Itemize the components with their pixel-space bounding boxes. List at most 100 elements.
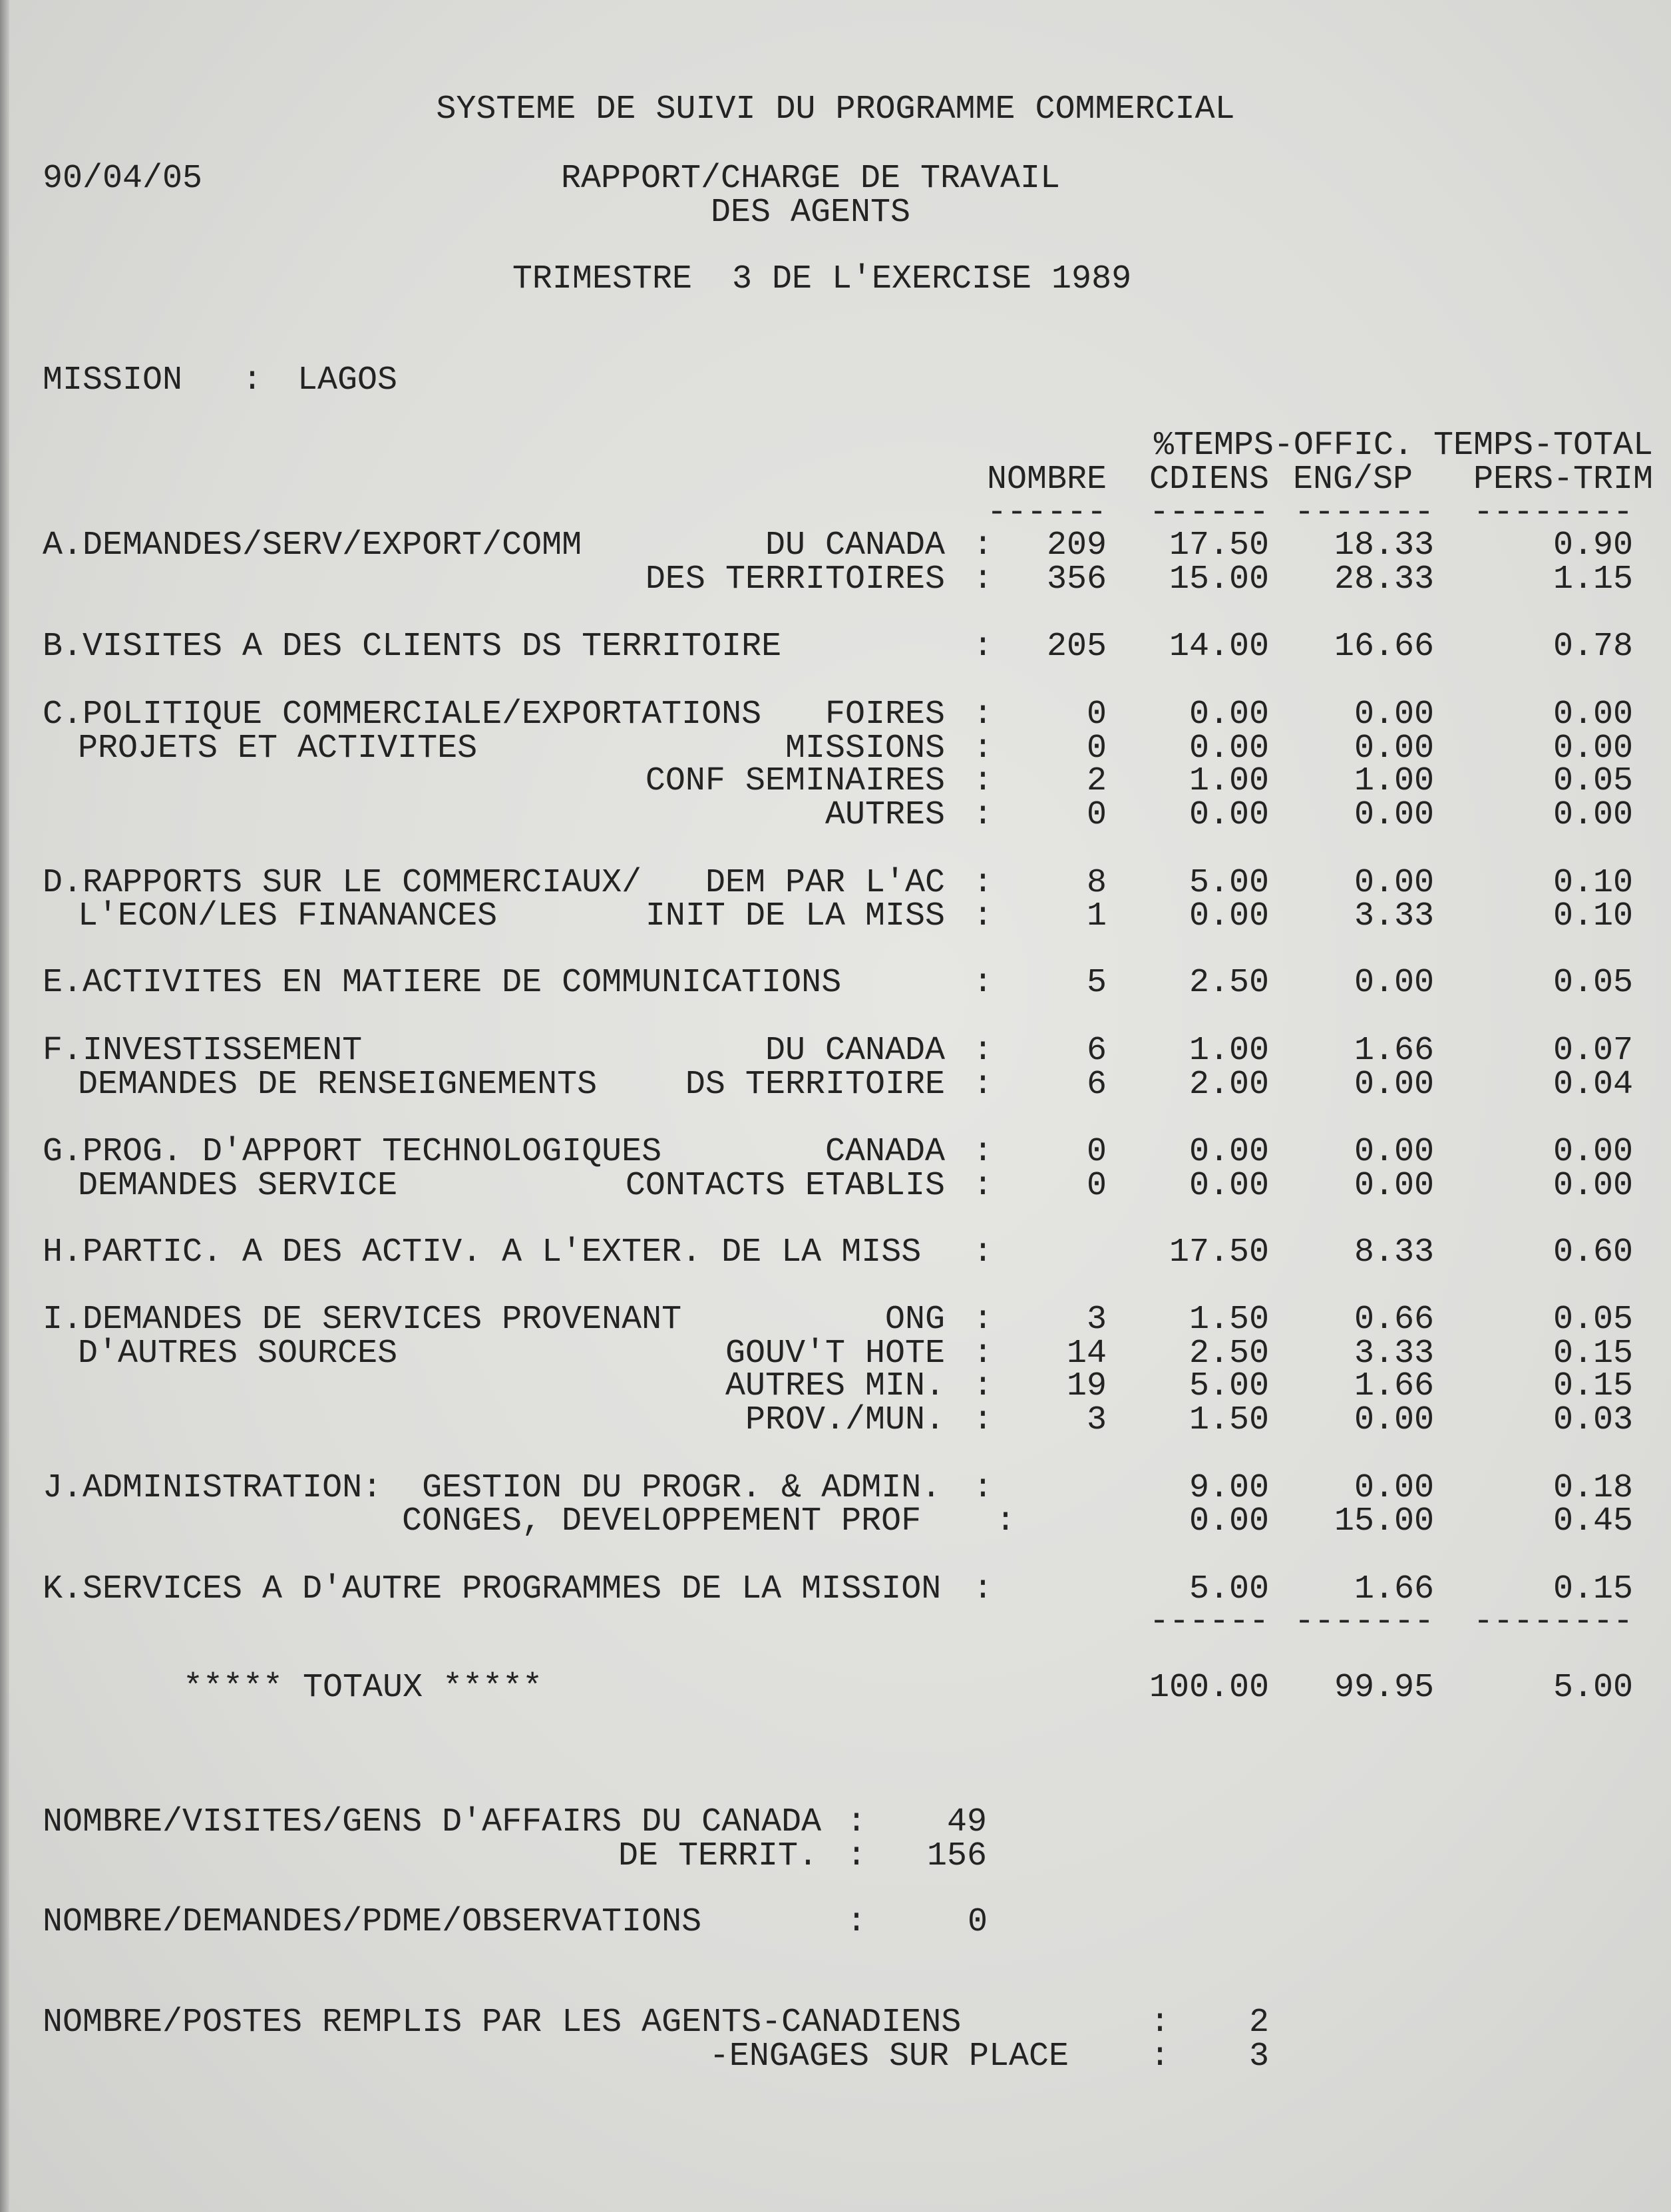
- cell-eng-sp: 0.00: [1354, 1167, 1434, 1205]
- cell-nombre: 0: [1086, 796, 1107, 834]
- row-sublabel: MISSIONS: [785, 730, 945, 768]
- cell-cdiens: 0.00: [1189, 730, 1269, 768]
- table-row: L'ECON/LES FINANANCES INIT DE LA MISS: 1 0.…: [0, 898, 1671, 935]
- totals-cdiens: 100.00: [1149, 1669, 1269, 1707]
- cell-eng-sp: 0.00: [1354, 1469, 1434, 1507]
- cell-pers-trim: 0.00: [1553, 696, 1633, 734]
- cell-eng-sp: 18.33: [1334, 527, 1434, 564]
- cell-nombre: 19: [1066, 1367, 1107, 1405]
- table-row: PROV./MUN.: 3 1.50 0.00 0.03: [0, 1402, 1671, 1439]
- colon: :: [973, 1233, 994, 1271]
- colon: :: [973, 1133, 994, 1171]
- cell-cdiens: 0.00: [1189, 1167, 1269, 1205]
- colon: :: [973, 1066, 994, 1104]
- row-sublabel: DS TERRITOIRE: [685, 1066, 945, 1104]
- table-row: CONGES, DEVELOPPEMENT PROF: 0.00 15.00 0.45: [0, 1503, 1671, 1540]
- row-label: DEMANDES DE RENSEIGNEMENTS: [78, 1066, 598, 1104]
- scan-edge: [0, 0, 9, 2212]
- colon: :: [973, 864, 994, 902]
- cell-cdiens: 0.00: [1189, 696, 1269, 734]
- rule: ------: [1149, 494, 1269, 532]
- visites-label: NOMBRE/VISITES/GENS D'AFFAIRS DU CANADA: [43, 1803, 822, 1841]
- table-row: E.ACTIVITES EN MATIERE DE COMMUNICATIONS…: [0, 965, 1671, 1002]
- cell-eng-sp: 0.00: [1354, 796, 1434, 834]
- cell-cdiens: 0.00: [1189, 1502, 1269, 1540]
- row-label: CONGES, DEVELOPPEMENT PROF: [402, 1502, 922, 1540]
- report-title-row: 90/04/05 RAPPORT/CHARGE DE TRAVAIL: [0, 160, 1671, 198]
- rule: --------: [1473, 494, 1633, 532]
- report-subtitle-row: DES AGENTS: [0, 194, 1671, 232]
- row-label: DEMANDES SERVICE: [78, 1167, 398, 1205]
- cell-cdiens: 2.50: [1189, 964, 1269, 1002]
- demandes-label: NOMBRE/DEMANDES/PDME/OBSERVATIONS: [43, 1903, 702, 1941]
- cell-nombre: 2: [1086, 762, 1107, 800]
- cell-cdiens: 2.50: [1189, 1335, 1269, 1373]
- colon: :: [973, 560, 994, 598]
- cell-cdiens: 5.00: [1189, 864, 1269, 902]
- cell-eng-sp: 0.00: [1354, 1401, 1434, 1439]
- row-label: E.ACTIVITES EN MATIERE DE COMMUNICATIONS: [43, 964, 842, 1002]
- cell-eng-sp: 3.33: [1354, 897, 1434, 935]
- row-sublabel: ONG: [884, 1301, 945, 1339]
- row-label: B.VISITES A DES CLIENTS DS TERRITOIRE: [43, 628, 782, 666]
- col-eng-sp: ENG/SP: [1292, 461, 1413, 499]
- row-sublabel: CONF SEMINAIRES: [645, 762, 945, 800]
- colon: :: [973, 796, 994, 834]
- colon: :: [973, 1570, 994, 1608]
- period-row: TRIMESTRE 3 DE L'EXERCISE 1989: [0, 261, 1671, 298]
- mission-value: LAGOS: [297, 361, 398, 399]
- column-header-row: NOMBRE CDIENS ENG/SP PERS-TRIM: [0, 461, 1671, 499]
- cell-cdiens: 9.00: [1189, 1469, 1269, 1507]
- table-row: C.POLITIQUE COMMERCIALE/EXPORTATIONS FOIR…: [0, 696, 1671, 734]
- cell-cdiens: 5.00: [1189, 1367, 1269, 1405]
- colon: :: [846, 1903, 867, 1941]
- cell-cdiens: 1.50: [1189, 1401, 1269, 1439]
- footer-postes-row: NOMBRE/POSTES REMPLIS PAR LES AGENTS-CAN…: [0, 2004, 1671, 2042]
- row-label: G.PROG. D'APPORT TECHNOLOGIQUES: [43, 1133, 662, 1171]
- colon: :: [973, 897, 994, 935]
- table-row: DEMANDES DE RENSEIGNEMENTS DS TERRITOIRE:…: [0, 1066, 1671, 1104]
- cell-nombre: 0: [1086, 1167, 1107, 1205]
- cell-pers-trim: 0.10: [1553, 897, 1633, 935]
- colon: :: [973, 730, 994, 768]
- cell-eng-sp: 0.00: [1354, 730, 1434, 768]
- territ-label: DE TERRIT.: [618, 1837, 818, 1875]
- cell-nombre: 205: [1046, 628, 1107, 666]
- cell-cdiens: 1.00: [1189, 762, 1269, 800]
- cell-pers-trim: 0.00: [1553, 730, 1633, 768]
- table-row: I.DEMANDES DE SERVICES PROVENANT ONG: 3 1.5…: [0, 1301, 1671, 1339]
- rule: ------: [1149, 1603, 1269, 1641]
- row-sublabel: AUTRES: [825, 796, 945, 834]
- colon: :: [973, 964, 994, 1002]
- colon: :: [973, 1335, 994, 1373]
- postes-canadiens: 2: [1248, 2004, 1269, 2042]
- rule: -------: [1294, 1603, 1434, 1641]
- row-sublabel: PROV./MUN.: [745, 1401, 945, 1439]
- cell-pers-trim: 1.15: [1553, 560, 1633, 598]
- cell-pers-trim: 0.04: [1553, 1066, 1633, 1104]
- cell-pers-trim: 0.00: [1553, 796, 1633, 834]
- colon: :: [1150, 2004, 1171, 2042]
- cell-eng-sp: 3.33: [1354, 1335, 1434, 1373]
- row-sublabel: AUTRES MIN.: [725, 1367, 945, 1405]
- cell-cdiens: 17.50: [1169, 1233, 1269, 1271]
- cell-cdiens: 1.00: [1189, 1032, 1269, 1070]
- system-title: SYSTEME DE SUIVI DU PROGRAMME COMMERCIAL: [436, 91, 1235, 128]
- mission-row: MISSION : LAGOS: [0, 362, 1671, 399]
- row-sublabel: FOIRES: [825, 696, 945, 734]
- row-label: L'ECON/LES FINANANCES: [78, 897, 498, 935]
- report-date: 90/04/05: [43, 160, 203, 198]
- cell-eng-sp: 28.33: [1334, 560, 1434, 598]
- mission-label: MISSION :: [43, 361, 263, 399]
- cell-cdiens: 0.00: [1189, 897, 1269, 935]
- cell-pers-trim: 0.60: [1553, 1233, 1633, 1271]
- table-row: DES TERRITOIRES: 356 15.00 28.33 1.15: [0, 561, 1671, 598]
- colon: :: [973, 696, 994, 734]
- colon: :: [973, 527, 994, 564]
- colon: :: [973, 1401, 994, 1439]
- row-label: H.PARTIC. A DES ACTIV. A L'EXTER. DE LA …: [43, 1233, 922, 1271]
- cell-cdiens: 5.00: [1189, 1570, 1269, 1608]
- engages-label: -ENGAGES SUR PLACE: [709, 2038, 1069, 2076]
- cell-cdiens: 0.00: [1189, 1133, 1269, 1171]
- period: TRIMESTRE 3 DE L'EXERCISE 1989: [512, 260, 1132, 298]
